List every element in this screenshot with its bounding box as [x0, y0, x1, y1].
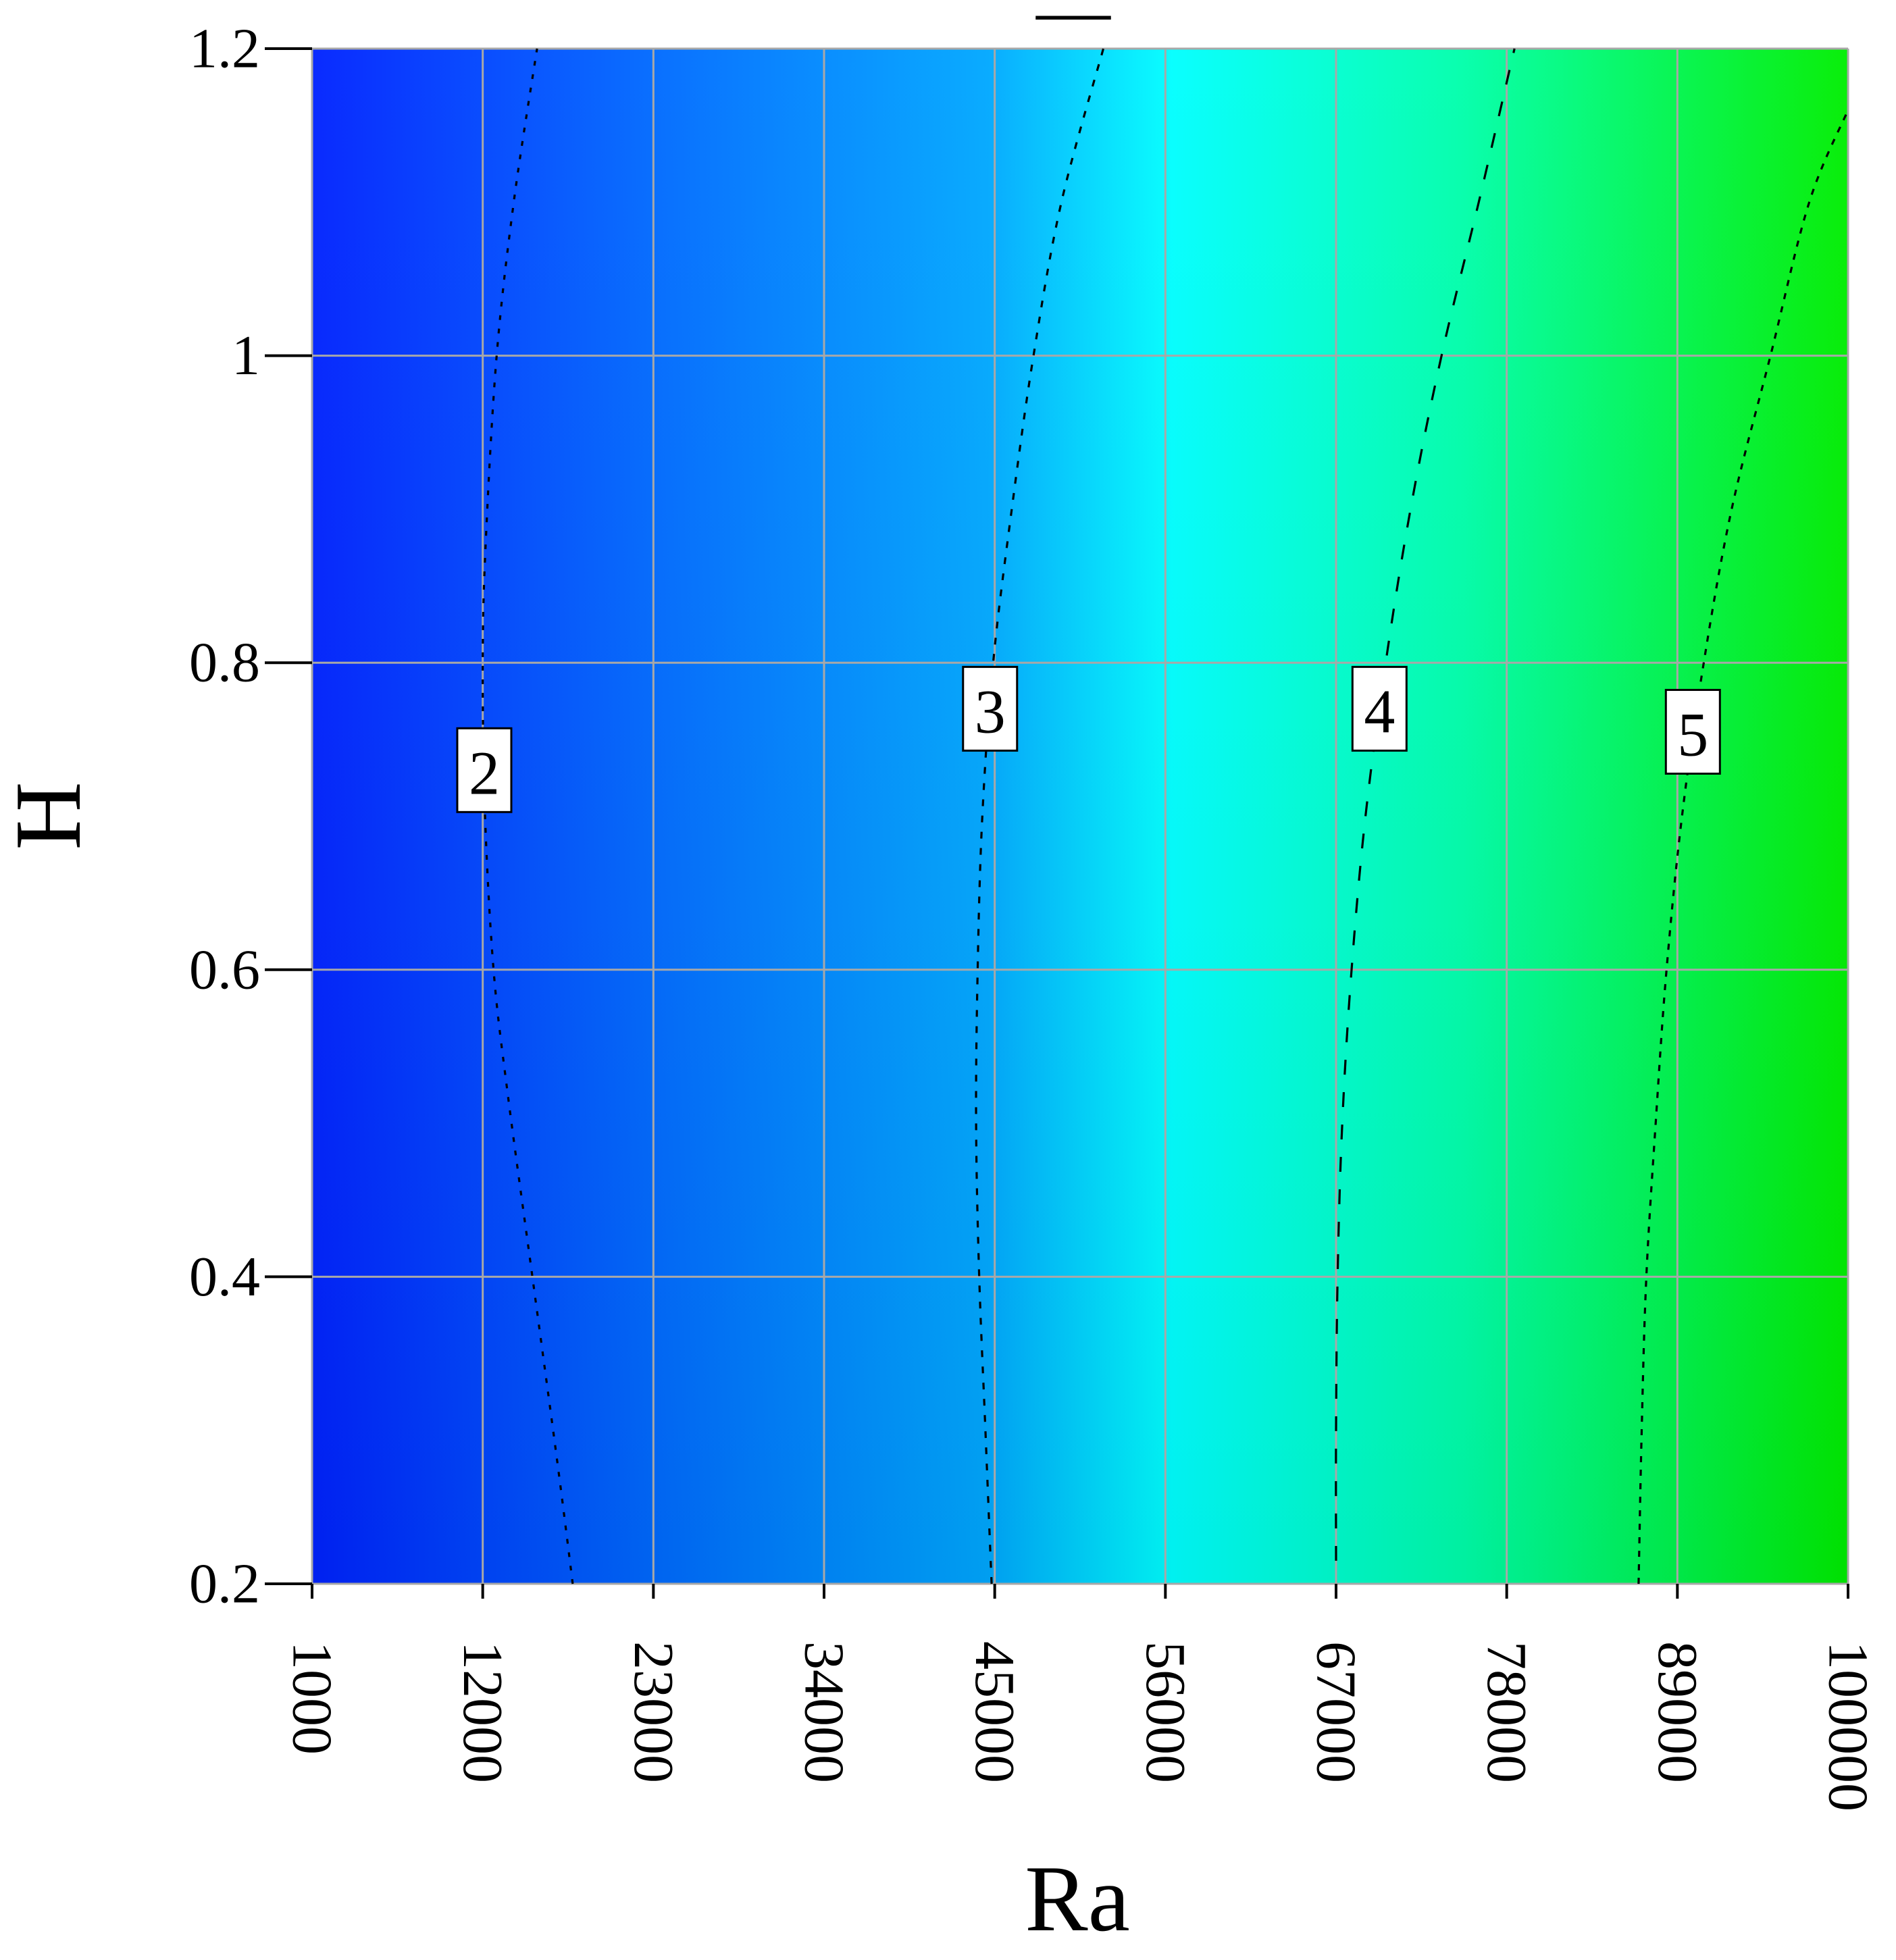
contour-level-text: 5: [1677, 700, 1708, 769]
contour-label-2: 2: [456, 727, 513, 813]
x-tick-label: 67000: [1305, 1641, 1368, 1783]
y-tick-label: 0.8: [189, 631, 260, 694]
x-tick-label: 100000: [1817, 1641, 1880, 1811]
y-tick-label: 0.2: [189, 1553, 260, 1616]
x-axis: 1000 12000 23000 34000 45000 56000 67000 78000 8…: [281, 1584, 1880, 1811]
contour-label-3: 3: [962, 665, 1019, 752]
contour-level-text: 2: [469, 738, 500, 807]
x-tick-label: 12000: [451, 1641, 514, 1783]
contour-lines: [482, 48, 1849, 1584]
contour-line-3: [975, 48, 1105, 1584]
contour-level-text: 3: [975, 677, 1006, 746]
y-axis: 0.2 0.4 0.6 0.8 1 1.2: [189, 18, 312, 1616]
x-tick-label: 89000: [1646, 1641, 1709, 1783]
y-tick-label: 1: [232, 324, 260, 387]
chart-title: —: [1035, 0, 1111, 51]
contour-line-2: [482, 48, 574, 1584]
contour-labels: 2 3 4 5: [456, 665, 1721, 813]
y-tick-label: 0.4: [189, 1245, 260, 1308]
contour-label-box: [456, 727, 513, 813]
x-axis-label: Ra: [1025, 1847, 1130, 1951]
y-tick-label: 0.6: [189, 938, 260, 1001]
contour-label-5: 5: [1664, 688, 1721, 775]
color-field-shade: [312, 49, 1848, 1584]
contour-level-text: 4: [1364, 677, 1395, 746]
x-tick-label: 45000: [963, 1641, 1026, 1783]
contour-label-box: [1351, 665, 1408, 752]
contour-label-box: [962, 665, 1019, 752]
x-tick-label: 23000: [622, 1641, 685, 1783]
x-tick-label: 34000: [793, 1641, 856, 1783]
contour-label-4: 4: [1351, 665, 1408, 752]
x-tick-label: 1000: [281, 1641, 344, 1755]
plot-area: 2 3 4 5: [311, 47, 1849, 1585]
contour-label-box: [1664, 688, 1721, 775]
y-tick-label: 1.2: [189, 18, 260, 80]
x-tick-label: 78000: [1475, 1641, 1538, 1783]
y-axis-label: H: [0, 781, 101, 850]
contour-line-4: [1335, 48, 1516, 1561]
x-tick-label: 56000: [1134, 1641, 1197, 1783]
